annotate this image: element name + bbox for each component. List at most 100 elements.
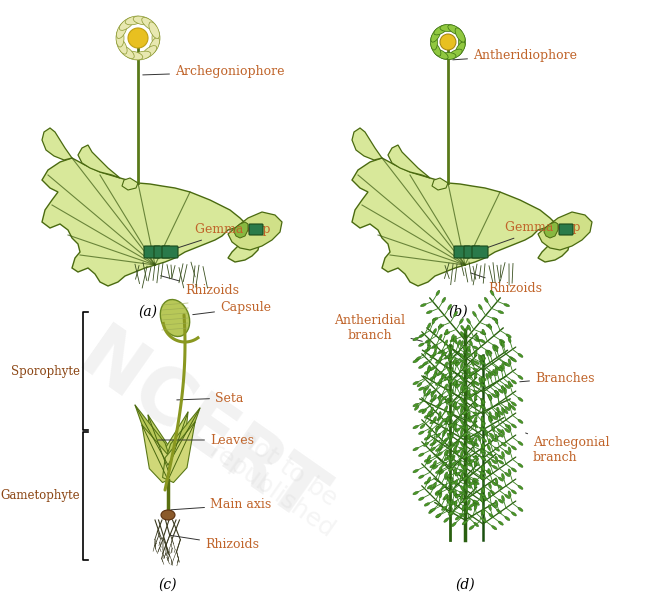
Ellipse shape xyxy=(427,411,431,417)
Ellipse shape xyxy=(481,399,484,405)
Ellipse shape xyxy=(491,426,495,432)
Ellipse shape xyxy=(451,442,456,446)
Ellipse shape xyxy=(500,340,502,346)
Ellipse shape xyxy=(462,477,467,481)
Ellipse shape xyxy=(481,509,484,515)
Text: Archegonial
branch: Archegonial branch xyxy=(525,433,610,464)
Ellipse shape xyxy=(440,492,442,498)
Text: NCERT: NCERT xyxy=(64,319,336,541)
Ellipse shape xyxy=(444,340,448,345)
Ellipse shape xyxy=(438,350,443,354)
Ellipse shape xyxy=(489,411,491,417)
Ellipse shape xyxy=(487,445,491,451)
Ellipse shape xyxy=(460,331,464,337)
Ellipse shape xyxy=(462,485,466,491)
Ellipse shape xyxy=(492,437,496,442)
Ellipse shape xyxy=(489,324,492,330)
Ellipse shape xyxy=(486,470,491,474)
Ellipse shape xyxy=(500,339,505,343)
Ellipse shape xyxy=(466,419,472,422)
Ellipse shape xyxy=(518,375,523,380)
Ellipse shape xyxy=(454,470,457,476)
Ellipse shape xyxy=(480,355,486,359)
Ellipse shape xyxy=(445,450,449,455)
Ellipse shape xyxy=(430,464,436,468)
Text: Rhizoids: Rhizoids xyxy=(471,273,542,294)
Ellipse shape xyxy=(461,405,464,411)
Ellipse shape xyxy=(467,455,470,461)
Ellipse shape xyxy=(452,455,455,461)
Ellipse shape xyxy=(438,325,444,328)
Ellipse shape xyxy=(496,509,501,514)
Ellipse shape xyxy=(460,442,464,447)
Ellipse shape xyxy=(439,466,442,471)
Polygon shape xyxy=(163,412,188,471)
Ellipse shape xyxy=(462,521,467,525)
Ellipse shape xyxy=(496,391,499,397)
Ellipse shape xyxy=(508,491,511,496)
Ellipse shape xyxy=(133,51,151,60)
Ellipse shape xyxy=(447,411,451,417)
Text: Main axis: Main axis xyxy=(171,498,271,511)
Ellipse shape xyxy=(469,482,474,486)
Ellipse shape xyxy=(481,518,486,522)
Ellipse shape xyxy=(437,416,441,421)
Ellipse shape xyxy=(481,421,484,427)
Ellipse shape xyxy=(447,455,451,461)
Ellipse shape xyxy=(455,381,458,387)
Text: (c): (c) xyxy=(159,578,178,592)
Ellipse shape xyxy=(422,409,426,414)
Ellipse shape xyxy=(445,329,448,335)
Ellipse shape xyxy=(474,460,477,466)
Ellipse shape xyxy=(489,350,491,356)
Ellipse shape xyxy=(441,418,447,423)
Ellipse shape xyxy=(436,382,441,386)
Ellipse shape xyxy=(462,385,465,391)
Ellipse shape xyxy=(487,395,492,399)
Ellipse shape xyxy=(467,435,471,440)
Ellipse shape xyxy=(467,346,470,351)
Ellipse shape xyxy=(455,516,460,520)
Ellipse shape xyxy=(467,325,471,330)
Ellipse shape xyxy=(489,417,491,423)
Ellipse shape xyxy=(481,377,486,381)
Ellipse shape xyxy=(518,398,523,402)
Ellipse shape xyxy=(455,479,458,485)
Ellipse shape xyxy=(428,429,433,433)
Ellipse shape xyxy=(460,384,463,390)
Ellipse shape xyxy=(518,463,523,467)
Ellipse shape xyxy=(462,465,466,471)
Ellipse shape xyxy=(467,413,471,418)
Ellipse shape xyxy=(413,448,419,451)
Ellipse shape xyxy=(444,472,448,477)
Ellipse shape xyxy=(152,29,160,47)
Ellipse shape xyxy=(464,465,467,471)
Ellipse shape xyxy=(486,373,489,379)
Ellipse shape xyxy=(479,377,481,383)
Ellipse shape xyxy=(447,367,451,372)
Ellipse shape xyxy=(460,486,464,491)
Ellipse shape xyxy=(464,345,467,351)
Ellipse shape xyxy=(495,318,498,324)
Ellipse shape xyxy=(505,406,510,411)
Ellipse shape xyxy=(436,426,441,430)
Ellipse shape xyxy=(489,461,491,467)
Ellipse shape xyxy=(442,431,445,436)
Ellipse shape xyxy=(419,387,424,390)
Ellipse shape xyxy=(432,318,436,324)
Ellipse shape xyxy=(466,507,472,510)
Ellipse shape xyxy=(427,389,431,395)
Text: (a): (a) xyxy=(138,305,157,319)
Ellipse shape xyxy=(482,488,485,493)
Ellipse shape xyxy=(434,370,438,375)
Ellipse shape xyxy=(460,398,464,403)
Ellipse shape xyxy=(495,447,500,451)
Ellipse shape xyxy=(480,474,483,480)
Ellipse shape xyxy=(488,452,493,456)
Ellipse shape xyxy=(451,334,455,340)
Ellipse shape xyxy=(489,505,491,510)
Ellipse shape xyxy=(474,421,476,426)
Ellipse shape xyxy=(469,393,474,398)
Ellipse shape xyxy=(512,424,516,428)
Ellipse shape xyxy=(508,381,511,387)
